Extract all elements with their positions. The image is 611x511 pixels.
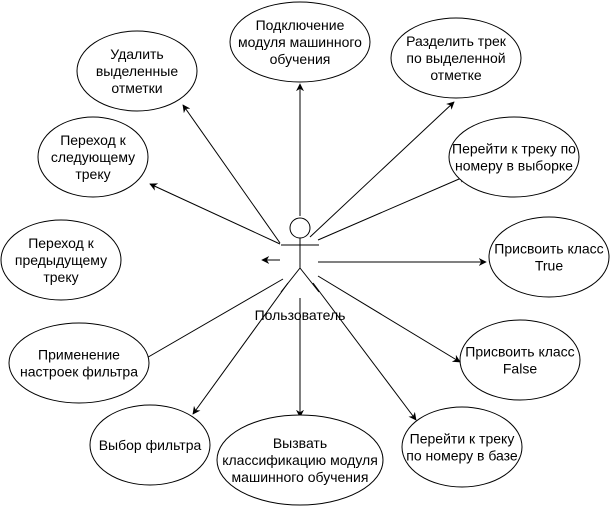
- use-case-ellipse: [229, 1, 371, 83]
- use-case-ellipse: [448, 116, 580, 198]
- use-case-label-line: обучения: [270, 51, 331, 67]
- use-case-label-line: True: [535, 258, 563, 274]
- arrow-split-track: [309, 101, 455, 238]
- use-case-label-line: выделенные: [96, 63, 178, 79]
- association-arrows: [130, 83, 487, 421]
- use-case-label-line: настроек фильтра: [20, 364, 138, 380]
- use-case-label-line: Разделить трек: [406, 33, 507, 49]
- use-case-label-line: Перейти к треку: [410, 431, 515, 447]
- use-case-label-line: отметки: [111, 80, 162, 96]
- use-case-label-line: Выбор фильтра: [99, 437, 202, 453]
- arrow-apply-filter: [130, 278, 284, 368]
- use-case-ellipse: [390, 17, 522, 99]
- use-case-ellipse: [488, 216, 610, 298]
- use-case-label-line: Перейти к треку по: [452, 141, 576, 157]
- use-case-label-line: классификацию модуля: [222, 452, 378, 468]
- arrow-goto-sample: [317, 175, 467, 241]
- use-case-label-line: по выделенной: [406, 50, 505, 66]
- use-case-label-line: машинного обучения: [232, 469, 369, 485]
- use-case-label-line: Подключение: [256, 17, 345, 33]
- use-case-label-line: модуля машинного: [238, 34, 362, 50]
- use-case-label-line: треку: [43, 269, 78, 285]
- use-case-ellipse: [89, 404, 211, 486]
- use-case-ellipse: [0, 219, 122, 301]
- use-case-label-line: Вызвать: [273, 435, 327, 451]
- actor: Пользователь: [255, 217, 346, 323]
- use-case-label-line: Присвоить класс: [494, 241, 603, 257]
- use-case-ellipse: [459, 319, 581, 401]
- use-case-ellipse: [8, 322, 150, 404]
- actor-head-icon: [289, 217, 311, 239]
- arrow-goto-db: [312, 282, 417, 421]
- use-case-ellipse: [37, 116, 149, 198]
- use-case-label-line: Удалить: [110, 46, 163, 62]
- use-case-choose-filter: Выбор фильтра: [89, 404, 211, 486]
- use-case-label-line: отметке: [430, 67, 482, 83]
- use-case-ellipse: [76, 30, 198, 112]
- use-case-label-line: Присвоить класс: [465, 344, 574, 360]
- arrow-class-false: [317, 275, 461, 363]
- use-case-label-line: Применение: [38, 347, 120, 363]
- use-case-label-line: Переход к: [60, 132, 126, 148]
- use-case-label-line: предыдущему: [15, 252, 107, 268]
- use-case-label-line: False: [503, 361, 537, 377]
- actor-label: Пользователь: [255, 307, 346, 323]
- arrow-next-track: [149, 183, 281, 245]
- use-case-ellipse: [401, 406, 523, 488]
- use-case-label-line: Переход к: [28, 235, 94, 251]
- arrow-choose-filter: [192, 282, 289, 415]
- actor-right-leg: [299, 267, 320, 293]
- use-case-label-line: следующему: [51, 149, 135, 165]
- use-case-label-line: по номеру в базе: [406, 448, 518, 464]
- actor-left-leg: [280, 267, 301, 293]
- arrow-delete-marks: [182, 104, 281, 244]
- use-case-ellipse: [216, 414, 384, 506]
- use-case-label-line: треку: [75, 166, 110, 182]
- use-case-label-line: номеру в выборке: [455, 158, 573, 174]
